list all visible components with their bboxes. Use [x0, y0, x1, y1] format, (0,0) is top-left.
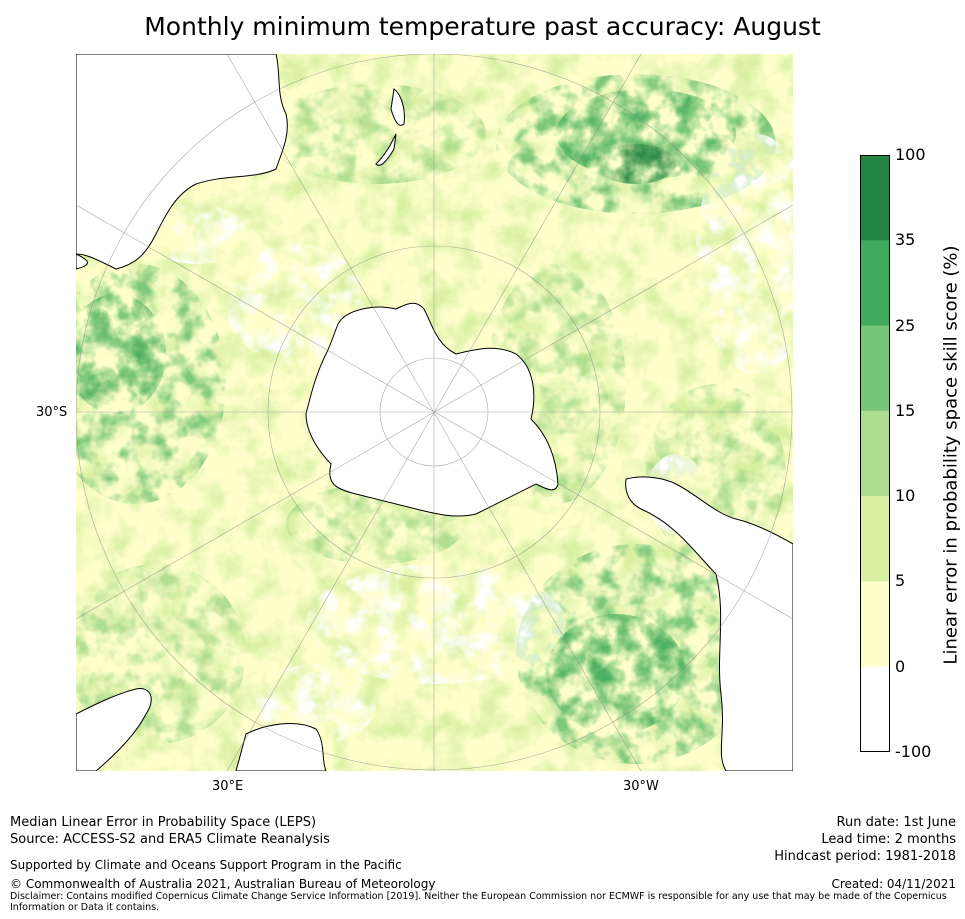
- footer-left: Median Linear Error in Probability Space…: [10, 814, 330, 848]
- lat-label-30s: 30°S: [36, 405, 68, 420]
- colorbar-bin: [860, 581, 890, 668]
- hindcast-period: Hindcast period: 1981-2018: [774, 849, 956, 864]
- footer-copyright: © Commonwealth of Australia 2021, Austra…: [10, 877, 436, 891]
- colorbar-bin: [860, 240, 890, 327]
- lon-label-30w: 30°W: [623, 779, 659, 794]
- colorbar-bin: [860, 496, 890, 582]
- lon-label-30e: 30°E: [212, 779, 244, 794]
- colorbar-bin: [860, 325, 890, 412]
- colorbar-bin: [860, 410, 890, 497]
- colorbar-tick: 0: [895, 656, 906, 676]
- graticule: [76, 54, 793, 771]
- land-masses: [76, 54, 793, 771]
- run-date: Run date: 1st June: [836, 815, 956, 830]
- colorbar: [860, 155, 890, 752]
- colorbar-tick: 10: [895, 486, 916, 506]
- colorbar-tick: 35: [895, 230, 916, 250]
- disclaimer: Disclaimer: Contains modified Copernicus…: [10, 891, 947, 913]
- colorbar-tick: 25: [895, 315, 916, 335]
- footer-support: Supported by Climate and Oceans Support …: [10, 858, 402, 872]
- colorbar-title: Linear error in probability space skill …: [940, 245, 962, 665]
- created-date: Created: 04/11/2021: [831, 877, 956, 891]
- footer-source: Source: ACCESS-S2 and ERA5 Climate Reana…: [10, 832, 330, 847]
- colorbar-bin: [860, 155, 890, 241]
- footer-right: Run date: 1st June Lead time: 2 months H…: [774, 814, 956, 865]
- colorbar-tick: 100: [895, 145, 926, 164]
- footer-method: Median Linear Error in Probability Space…: [10, 815, 317, 830]
- colorbar-tick: 5: [895, 571, 906, 591]
- skill-field: [76, 54, 793, 771]
- map-title: Monthly minimum temperature past accurac…: [144, 12, 821, 41]
- skill-map: [76, 54, 793, 771]
- colorbar-tick: -100: [895, 742, 932, 761]
- colorbar-bin: [860, 666, 890, 752]
- colorbar-tick: 15: [895, 400, 916, 420]
- lead-time: Lead time: 2 months: [821, 832, 956, 847]
